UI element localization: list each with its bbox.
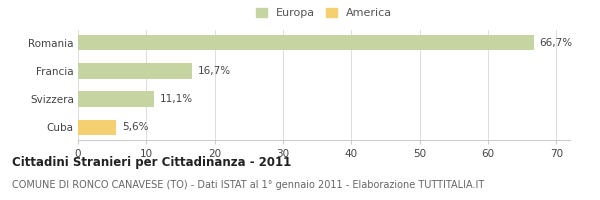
Bar [78, 91, 154, 107]
Text: COMUNE DI RONCO CANAVESE (TO) - Dati ISTAT al 1° gennaio 2011 - Elaborazione TUT: COMUNE DI RONCO CANAVESE (TO) - Dati IST… [12, 180, 484, 190]
Legend: Europa, America: Europa, America [256, 8, 392, 18]
Bar [78, 63, 192, 79]
Bar [78, 120, 116, 135]
Text: 5,6%: 5,6% [122, 122, 148, 132]
Text: 16,7%: 16,7% [197, 66, 231, 76]
Text: 66,7%: 66,7% [539, 38, 572, 48]
Text: Cittadini Stranieri per Cittadinanza - 2011: Cittadini Stranieri per Cittadinanza - 2… [12, 156, 291, 169]
Text: 11,1%: 11,1% [160, 94, 193, 104]
Bar [78, 35, 534, 50]
